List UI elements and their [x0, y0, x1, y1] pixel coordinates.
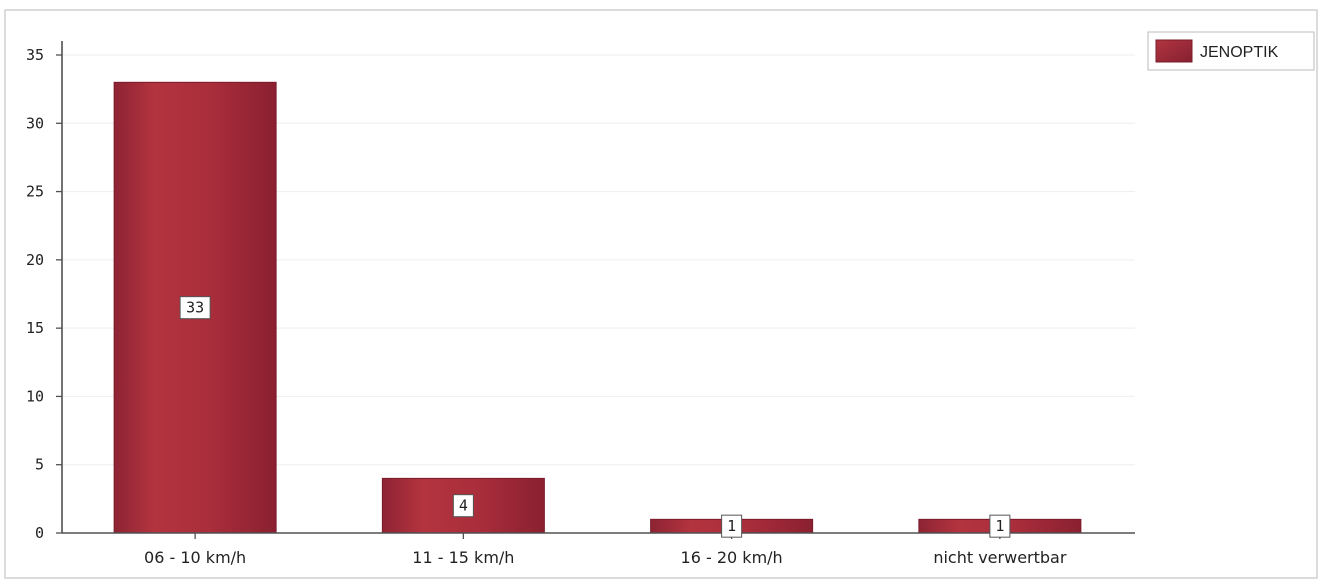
bars-layer: [113, 81, 1082, 534]
chart-frame: [4, 9, 1318, 579]
data-label-1: 4: [459, 497, 468, 515]
data-label-box-1: [452, 494, 474, 518]
y-tick-label-6: 30: [26, 114, 44, 132]
x-category-label-2: 16 - 20 km/h: [681, 548, 783, 567]
y-tick-label-4: 20: [26, 251, 44, 269]
axes-layer: [56, 41, 1135, 539]
data-label-0: 33: [186, 299, 204, 317]
x-category-label-3: nicht verwertbar: [933, 548, 1067, 567]
data-label-2: 1: [727, 517, 736, 535]
y-tick-label-1: 5: [35, 456, 44, 474]
y-tick-label-5: 25: [26, 183, 44, 201]
y-tick-label-2: 10: [26, 387, 44, 405]
x-category-label-1: 11 - 15 km/h: [412, 548, 514, 567]
data-label-3: 1: [995, 517, 1004, 535]
legend-label: JENOPTIK: [1200, 44, 1279, 61]
y-tick-label-3: 15: [26, 319, 44, 337]
labels-layer: 0 5 10 15 20 25 30 35 06 - 10 km/h 33 11 - 15 km/h…: [26, 46, 1067, 567]
data-label-box-0: [179, 296, 211, 320]
legend-swatch: [1155, 39, 1193, 63]
data-label-box-3: [989, 514, 1011, 538]
y-tick-label-0: 0: [35, 524, 44, 542]
x-category-label-0: 06 - 10 km/h: [144, 548, 246, 567]
data-label-box-2: [721, 514, 743, 538]
y-tick-label-7: 35: [26, 46, 44, 64]
legend: JENOPTIK: [1147, 31, 1315, 71]
